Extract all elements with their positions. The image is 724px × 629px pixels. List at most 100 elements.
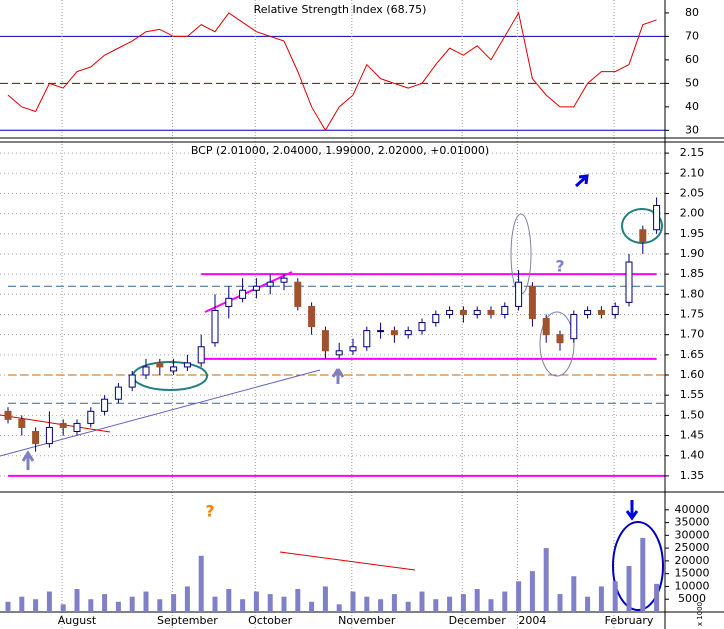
candle-body	[59, 422, 67, 428]
volume-bar	[74, 589, 80, 612]
candle-body	[335, 350, 343, 356]
y-tick-label: 20000	[675, 554, 710, 567]
volume-bar	[336, 604, 342, 612]
volume-bar	[198, 555, 204, 612]
candle-body	[363, 330, 371, 348]
volume-bar	[502, 591, 508, 612]
y-tick-label: 40000	[675, 503, 710, 516]
y-tick-label: 1.40	[680, 449, 705, 462]
volume-bar	[529, 571, 535, 612]
y-tick-label: 2.15	[680, 146, 705, 159]
volume-bar	[488, 599, 494, 612]
trendline	[204, 271, 293, 313]
y-tick-label: 80	[685, 6, 699, 19]
volume-bar	[33, 599, 39, 612]
trendline	[279, 551, 416, 571]
highlight-ellipse	[621, 208, 663, 244]
candle-body	[87, 410, 95, 424]
candle-body	[128, 374, 136, 388]
y-tick-label: 60	[685, 53, 699, 66]
y-tick-label: 1.65	[680, 348, 705, 361]
volume-bar	[543, 548, 549, 612]
y-tick-label: 40	[685, 100, 699, 113]
candle-body	[404, 330, 412, 336]
y-tick-label: 30000	[675, 528, 710, 541]
volume-bar	[281, 596, 287, 612]
grid-layer	[0, 0, 665, 629]
candle-body	[653, 205, 661, 231]
x-tick-label: February	[605, 614, 654, 627]
volume-bar	[598, 586, 604, 612]
candle-body	[625, 261, 633, 303]
arrow	[331, 368, 345, 384]
candle-body	[308, 305, 316, 328]
candle-body	[473, 309, 481, 315]
volume-bar	[640, 537, 646, 612]
annotation: ?	[205, 502, 214, 521]
volume-bar	[46, 591, 52, 612]
candle-body	[570, 313, 578, 340]
y-tick-label: 1.85	[680, 267, 705, 280]
candle-body	[197, 346, 205, 364]
candle-body	[390, 330, 398, 336]
annotation: ?	[555, 257, 564, 276]
volume-bar	[267, 594, 273, 612]
candle-body	[446, 309, 454, 315]
volume-bar	[129, 596, 135, 612]
y-tick-label: 1.55	[680, 388, 705, 401]
y-tick-label: 1.70	[680, 328, 705, 341]
candle-body	[294, 281, 302, 307]
trendline	[0, 369, 321, 457]
y-tick-label: 2.05	[680, 186, 705, 199]
arrow	[21, 450, 35, 470]
volume-bar	[391, 594, 397, 612]
candle-body	[18, 418, 26, 428]
volume-bar	[115, 601, 121, 612]
candle-body	[556, 334, 564, 344]
candle-body	[377, 330, 385, 333]
x-tick-label: December	[449, 614, 507, 627]
candle-body	[321, 330, 329, 352]
candle-body	[611, 305, 619, 315]
candle-body	[101, 398, 109, 412]
candle-body	[225, 297, 233, 307]
y-tick-label: 1.75	[680, 307, 705, 320]
candle-body	[266, 281, 274, 287]
price-title: BCP (2.01000, 2.04000, 1.99000, 2.02000,…	[191, 144, 489, 157]
volume-bar	[378, 599, 384, 612]
y-tick-label: 1.45	[680, 429, 705, 442]
y-tick-label: 35000	[675, 516, 710, 529]
volume-bar	[364, 596, 370, 612]
candle-body	[418, 322, 426, 332]
y-tick-label: 2.10	[680, 166, 705, 179]
volume-bar	[585, 596, 591, 612]
volume-bar	[212, 596, 218, 612]
candle-body	[239, 289, 247, 299]
volume-bar	[19, 596, 25, 612]
candle-body	[45, 426, 53, 445]
y-tick-label: 1.80	[680, 287, 705, 300]
arrow	[574, 174, 589, 188]
volume-bar	[322, 586, 328, 612]
candle-body	[584, 309, 592, 315]
volume-bar	[88, 599, 94, 612]
volume-bar	[612, 581, 618, 612]
candle-body	[487, 309, 495, 315]
volume-bar	[226, 589, 232, 612]
highlight-ellipse	[612, 521, 664, 611]
x-tick-label: October	[248, 614, 292, 627]
volume-bar	[433, 599, 439, 612]
candle-body	[542, 318, 550, 336]
rsi-title: Relative Strength Index (68.75)	[254, 3, 427, 16]
volume-bar	[171, 594, 177, 612]
y-tick-label: 10000	[675, 579, 710, 592]
x-tick-label: September	[157, 614, 218, 627]
candle-body	[142, 366, 150, 376]
trendline	[0, 414, 111, 433]
y-tick-label: 1.60	[680, 368, 705, 381]
candle-body	[280, 277, 288, 283]
y-tick-label: 25000	[675, 541, 710, 554]
x-tick-label: November	[338, 614, 396, 627]
y-tick-label: 15000	[675, 567, 710, 580]
